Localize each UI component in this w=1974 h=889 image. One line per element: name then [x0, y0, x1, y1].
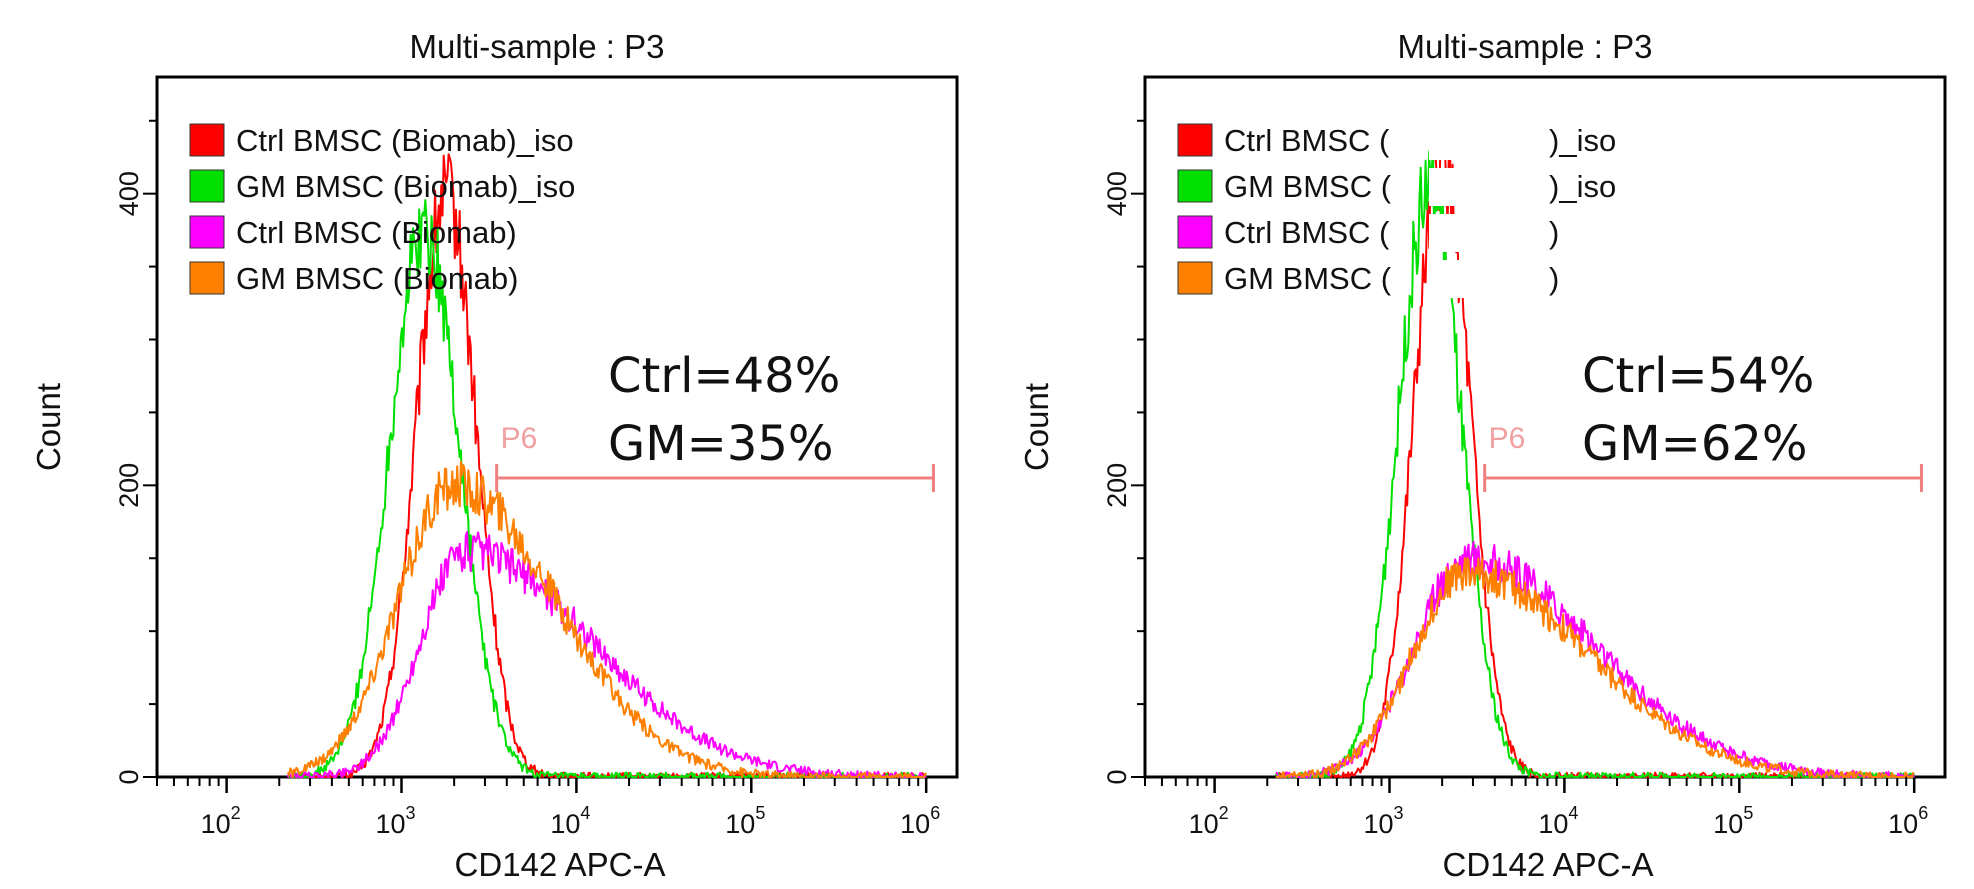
legend-label-end: )_iso	[1549, 123, 1616, 158]
y-axis: 0 200 400	[114, 119, 157, 785]
y-tick-label: 0	[1102, 769, 1132, 784]
x-tick-label: 103	[1363, 803, 1403, 839]
y-axis-label: Count	[30, 383, 67, 471]
legend-label: GM BMSC (Biomab)	[236, 261, 518, 296]
legend-swatch	[189, 215, 225, 249]
x-tick-label: 104	[1538, 803, 1578, 839]
legend-swatch	[1177, 215, 1213, 249]
x-tick-label: 104	[550, 803, 590, 839]
y-tick-label: 0	[114, 769, 144, 784]
percent-annotation: GM=62%	[1582, 416, 1808, 472]
legend-label-end: )_iso	[1549, 169, 1616, 204]
legend-swatch	[189, 261, 225, 295]
legend-label: GM BMSC (Biomab)_iso	[236, 169, 575, 204]
redaction-box	[1429, 122, 1549, 160]
legend: Ctrl BMSC (Biomab)_iso GM BMSC (Biomab)_i…	[189, 123, 575, 296]
gate-label: P6	[501, 422, 538, 455]
redaction-box	[1429, 214, 1549, 252]
series-group	[1274, 129, 1916, 778]
series-line	[1274, 149, 1916, 778]
legend-label-end: )	[1549, 215, 1559, 250]
x-tick-label: 105	[725, 803, 765, 839]
x-tick-label: 103	[375, 803, 415, 839]
gate-p6: P6	[495, 422, 935, 493]
y-tick-label: 400	[114, 171, 144, 216]
legend-label: GM BMSC (	[1224, 169, 1392, 204]
percent-annotation: Ctrl=54%	[1582, 348, 1814, 404]
x-tick-label: 105	[1713, 803, 1753, 839]
legend-label-end: )	[1549, 261, 1559, 296]
x-tick-label: 106	[900, 803, 940, 839]
series-line	[286, 531, 927, 778]
series-group	[286, 153, 928, 778]
legend: Ctrl BMSC ( )_iso GM BMSC ( )_iso Ctrl BMSC …	[1177, 122, 1616, 298]
chart-title: Multi-sample : P3	[410, 28, 665, 65]
series-line	[287, 199, 927, 778]
x-tick-label: 102	[201, 803, 241, 839]
legend-swatch	[189, 169, 225, 203]
annotations: Ctrl=54% GM=62%	[1582, 348, 1814, 472]
y-axis-label: Count	[1018, 383, 1055, 471]
gate-p6: P6	[1483, 422, 1923, 493]
x-tick-label: 102	[1189, 803, 1229, 839]
y-tick-label: 200	[1102, 463, 1132, 508]
legend-swatch	[189, 123, 225, 157]
legend-swatch	[1177, 123, 1213, 157]
x-axis: 102 103 104 105 106	[156, 777, 940, 839]
annotations: Ctrl=48% GM=35%	[608, 348, 840, 472]
legend-label: Ctrl BMSC (	[1224, 215, 1390, 250]
redaction-box	[1429, 260, 1549, 298]
legend-label: Ctrl BMSC (	[1224, 123, 1390, 158]
series-line	[1275, 557, 1915, 778]
y-tick-label: 200	[114, 463, 144, 508]
legend-label: GM BMSC (	[1224, 261, 1392, 296]
legend-swatch	[1177, 169, 1213, 203]
legend-swatch	[1177, 261, 1213, 295]
x-tick-label: 106	[1888, 803, 1928, 839]
x-axis: 102 103 104 105 106	[1144, 777, 1928, 839]
x-axis-label: CD142 APC-A	[1443, 846, 1654, 883]
legend-label: Ctrl BMSC (Biomab)	[236, 215, 517, 250]
chart-title: Multi-sample : P3	[1398, 28, 1653, 65]
legend-label: Ctrl BMSC (Biomab)_iso	[236, 123, 574, 158]
gate-label: P6	[1489, 422, 1526, 455]
redaction-box	[1429, 168, 1549, 206]
y-axis: 0 200 400	[1102, 119, 1145, 785]
y-tick-label: 400	[1102, 171, 1132, 216]
percent-annotation: GM=35%	[608, 416, 834, 472]
series-line	[286, 460, 928, 778]
x-axis-label: CD142 APC-A	[455, 846, 666, 883]
percent-annotation: Ctrl=48%	[608, 348, 840, 404]
